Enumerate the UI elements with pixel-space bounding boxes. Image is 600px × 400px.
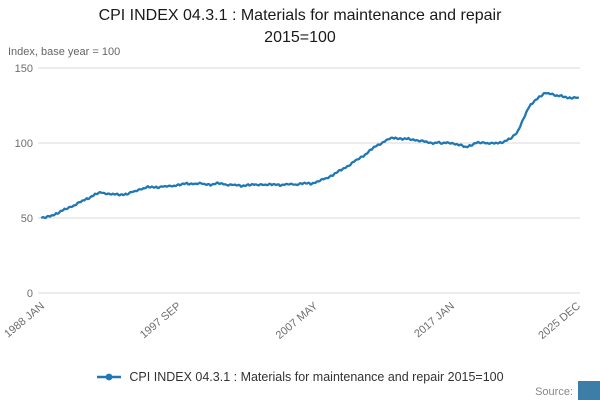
- y-tick-label: 150: [15, 63, 33, 75]
- x-tick-label: 1988 JAN: [2, 300, 47, 340]
- x-tick-label: 2007 MAY: [274, 300, 321, 342]
- legend-label: CPI INDEX 04.3.1 : Materials for mainten…: [129, 370, 504, 384]
- y-axis-caption: Index, base year = 100: [8, 46, 121, 58]
- x-tick-label: 2017 JAN: [412, 300, 457, 340]
- chart-title-line1: CPI INDEX 04.3.1 : Materials for mainten…: [98, 7, 502, 24]
- y-tick-label: 0: [27, 288, 33, 300]
- ons-logo-square: [578, 381, 600, 400]
- series-line: [40, 91, 580, 220]
- legend-line-marker-icon: [96, 371, 122, 383]
- x-tick-label: 2025 DEC: [536, 300, 583, 342]
- x-tick-label: 1997 SEP: [138, 300, 184, 341]
- source-label: Source:: [535, 386, 573, 398]
- legend: CPI INDEX 04.3.1 : Materials for mainten…: [0, 370, 600, 384]
- y-tick-label: 100: [15, 138, 33, 150]
- chart-title-line2: 2015=100: [264, 28, 336, 46]
- chart-title: CPI INDEX 04.3.1 : Materials for mainten…: [0, 5, 600, 48]
- y-tick-label: 50: [21, 213, 33, 225]
